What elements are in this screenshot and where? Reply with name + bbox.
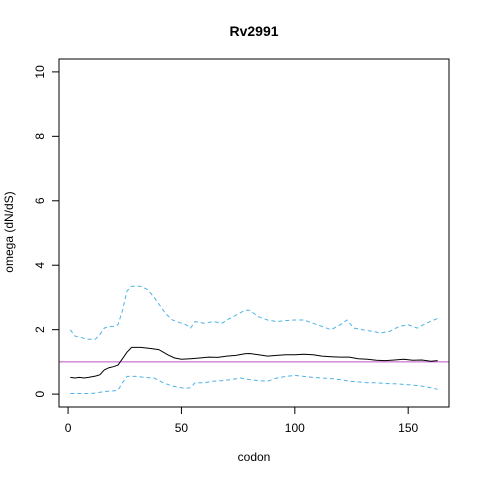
y-axis-label: omega (dN/dS): [2, 191, 16, 272]
x-tick-label: 150: [398, 421, 418, 435]
plot-content: [59, 285, 449, 394]
y-tick-label: 0: [33, 390, 47, 397]
y-tick-label: 4: [33, 262, 47, 269]
y-tick-label: 6: [33, 197, 47, 204]
lower-bound-line: [70, 374, 438, 394]
y-tick-label: 8: [33, 133, 47, 140]
x-tick-label: 0: [65, 421, 72, 435]
plot-frame: [58, 58, 450, 408]
upper-bound-line: [69, 285, 438, 340]
omega-estimate-line: [70, 346, 438, 379]
x-axis-label: codon: [238, 450, 271, 464]
chart-title: Rv2991: [229, 23, 278, 39]
x-tick-label: 100: [285, 421, 305, 435]
y-tick-label: 10: [33, 65, 47, 79]
y-axis: 0 2 4 6 8 10: [33, 65, 60, 397]
x-tick-label: 50: [175, 421, 189, 435]
y-tick-label: 2: [33, 326, 47, 333]
x-axis: 0 50 100 150: [65, 406, 419, 435]
